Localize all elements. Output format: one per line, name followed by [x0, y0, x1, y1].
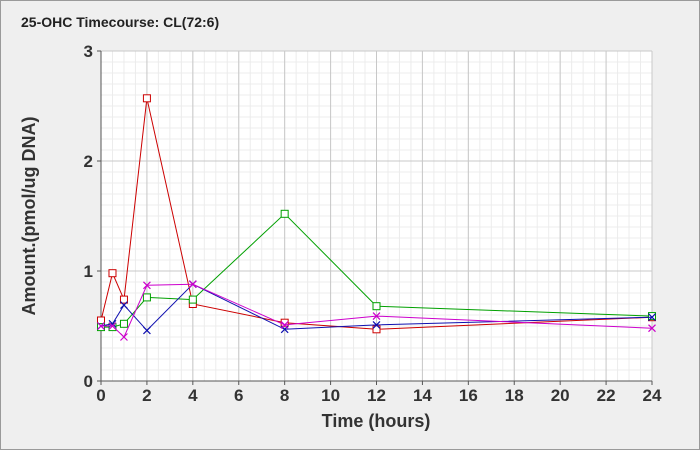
data-point-stroke: [142, 281, 151, 290]
data-point: [648, 313, 656, 322]
data-point: [108, 322, 117, 330]
x-tick-label: 16: [459, 386, 478, 405]
data-point-stroke: [648, 313, 656, 322]
series-2: [97, 209, 656, 332]
data-point: [648, 312, 656, 321]
x-axis-label: Time (hours): [322, 411, 431, 431]
data-point: [648, 324, 656, 333]
x-tick-label: 10: [321, 386, 340, 405]
data-point-stroke: [372, 320, 381, 329]
x-tick-label: 22: [597, 386, 616, 405]
data-point-stroke: [648, 324, 656, 333]
data-point: [372, 302, 381, 311]
data-point: [142, 281, 151, 290]
x-tick-label: 24: [643, 386, 662, 405]
data-point-stroke: [120, 333, 128, 341]
data-point: [188, 280, 197, 289]
data-point: [120, 301, 128, 310]
x-tick-label: 4: [188, 386, 198, 405]
y-tick-label: 1: [84, 262, 93, 281]
data-point: [119, 295, 128, 304]
series-layer: [97, 94, 656, 341]
data-point: [108, 269, 117, 278]
series-line: [100, 98, 653, 330]
y-tick-label: 3: [84, 42, 93, 61]
x-tick-labels: 0 2 4 6 8 10 12 14 16 18 20 22 24: [96, 386, 662, 405]
series-3: [97, 280, 656, 335]
data-point-stroke: [108, 322, 117, 330]
data-point-stroke: [188, 280, 197, 289]
data-point: [280, 209, 289, 218]
data-point: [188, 295, 197, 304]
series-4: [97, 280, 656, 341]
data-point: [142, 293, 151, 302]
data-point: [142, 326, 151, 335]
y-tick-label: 2: [84, 152, 93, 171]
x-tick-label: 8: [280, 386, 289, 405]
data-point-stroke: [120, 301, 128, 310]
x-tick-label: 6: [234, 386, 243, 405]
data-point: [372, 312, 381, 321]
x-tick-label: 14: [413, 386, 432, 405]
data-point-stroke: [97, 322, 105, 330]
data-point: [280, 318, 289, 327]
x-tick-label: 0: [96, 386, 105, 405]
x-tick-label: 2: [142, 386, 151, 405]
y-axis-label: Amount.(pmol/ug DNA): [19, 117, 39, 316]
x-tick-label: 12: [367, 386, 386, 405]
x-tick-label: 20: [551, 386, 570, 405]
data-point: [97, 322, 105, 330]
data-point-stroke: [280, 320, 289, 329]
x-tick-label: 18: [505, 386, 524, 405]
data-point-stroke: [372, 312, 381, 321]
data-point: [120, 333, 128, 341]
y-tick-labels: 0 1 2 3: [84, 42, 93, 391]
data-point: [280, 320, 289, 329]
data-point: [142, 94, 151, 103]
data-point: [97, 323, 105, 332]
data-point: [372, 320, 381, 329]
data-point-stroke: [142, 326, 151, 335]
data-point: [119, 319, 128, 328]
chart-title: 25-OHC Timecourse: CL(72:6): [21, 14, 219, 30]
y-tick-label: 0: [84, 372, 93, 391]
series-line: [100, 283, 653, 332]
data-point: [372, 325, 381, 334]
